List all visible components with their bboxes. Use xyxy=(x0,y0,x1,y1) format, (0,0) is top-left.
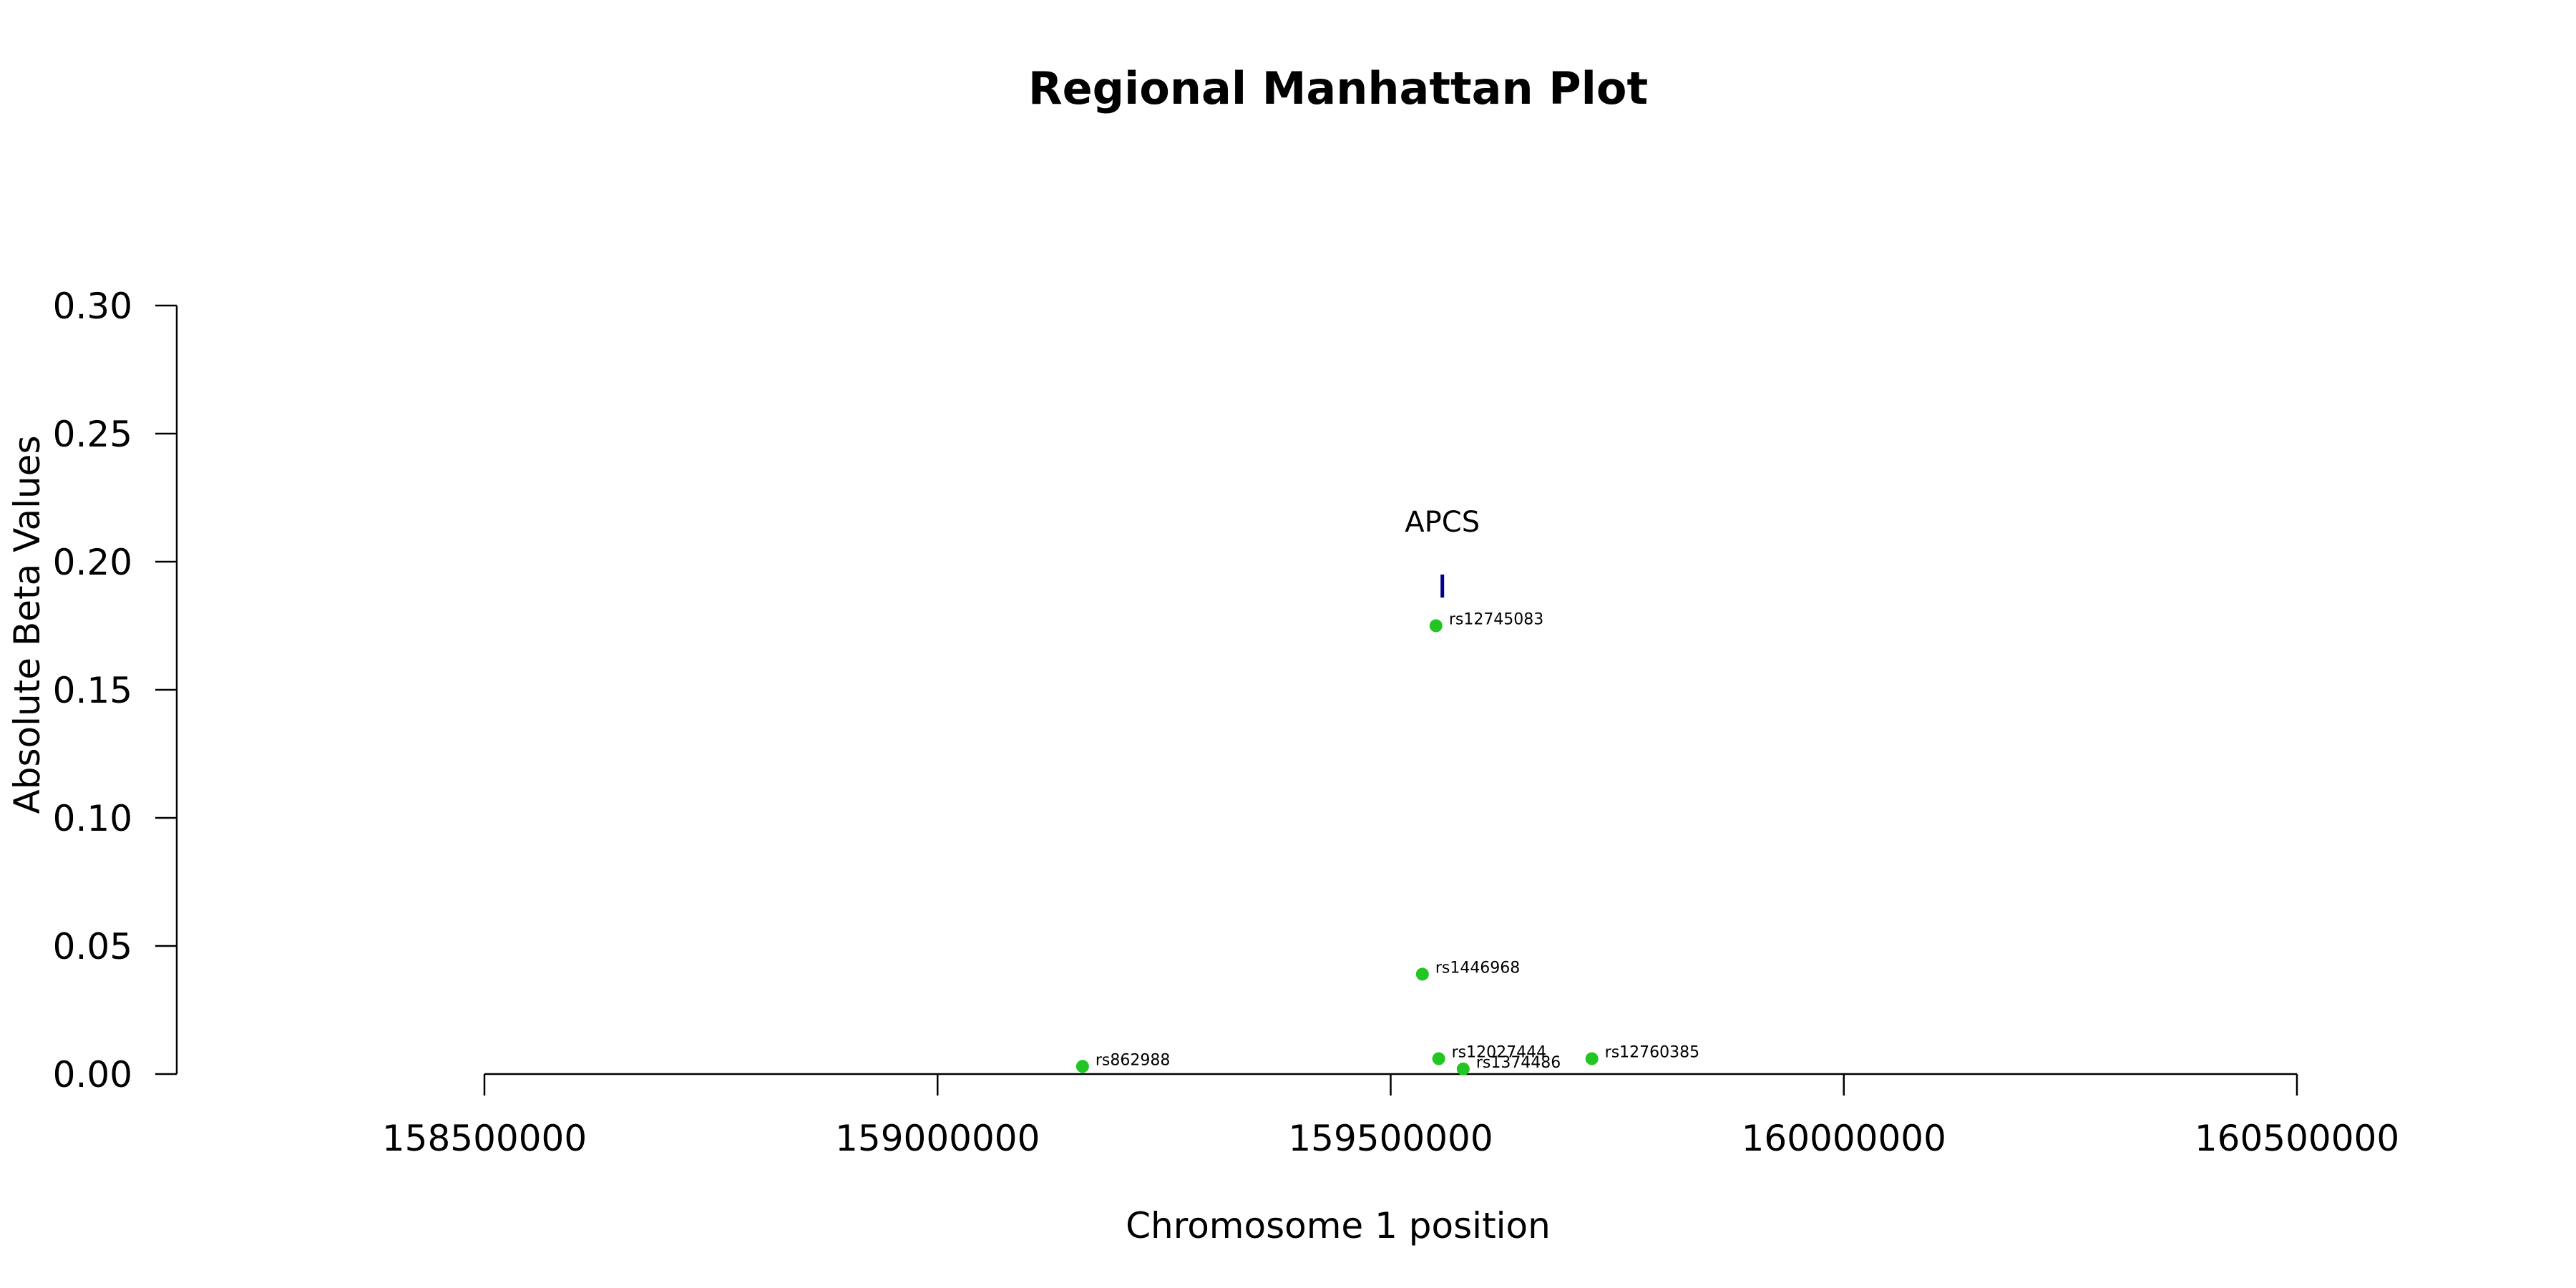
y-axis: 0.00 0.05 0.10 0.15 0.20 0.25 0.30 xyxy=(53,286,178,1096)
snp-point xyxy=(1075,1060,1089,1073)
x-tick-label: 160000000 xyxy=(1742,1118,1946,1159)
y-tick-label: 0.10 xyxy=(53,798,132,839)
x-tick-label: 158500000 xyxy=(382,1118,587,1159)
snp-label: rs1374486 xyxy=(1476,1054,1561,1072)
y-tick-label: 0.20 xyxy=(53,542,132,583)
y-tick-label: 0.25 xyxy=(53,414,132,455)
y-tick-label: 0.15 xyxy=(53,670,132,711)
x-axis-label: Chromosome 1 position xyxy=(1126,1205,1551,1246)
gene-label: APCS xyxy=(1405,506,1480,539)
y-axis-label: Absolute Beta Values xyxy=(6,436,48,814)
snp-label: rs862988 xyxy=(1096,1051,1171,1069)
snp-point xyxy=(1585,1052,1599,1065)
gene-annotations: APCS xyxy=(1405,506,1480,598)
snp-label: rs12760385 xyxy=(1605,1044,1699,1062)
x-tick-label: 160500000 xyxy=(2195,1118,2399,1159)
snp-point xyxy=(1429,619,1443,633)
y-tick-label: 0.00 xyxy=(53,1054,132,1096)
data-points: rs862988rs1446968rs12745083rs12027444rs1… xyxy=(1075,611,1699,1075)
x-tick-label: 159000000 xyxy=(835,1118,1040,1159)
x-axis: 158500000 159000000 159500000 160000000 1605… xyxy=(382,1073,2399,1159)
y-tick-label: 0.30 xyxy=(53,286,132,327)
snp-label: rs12027444 xyxy=(1452,1044,1546,1062)
x-tick-label: 159500000 xyxy=(1288,1118,1493,1159)
snp-point xyxy=(1456,1062,1470,1075)
snp-point xyxy=(1415,967,1429,981)
chart-title: Regional Manhattan Plot xyxy=(1028,62,1648,114)
y-tick-label: 0.05 xyxy=(53,926,132,967)
snp-label: rs12745083 xyxy=(1449,611,1543,629)
snp-label: rs1446968 xyxy=(1435,959,1521,977)
snp-point xyxy=(1432,1052,1445,1065)
